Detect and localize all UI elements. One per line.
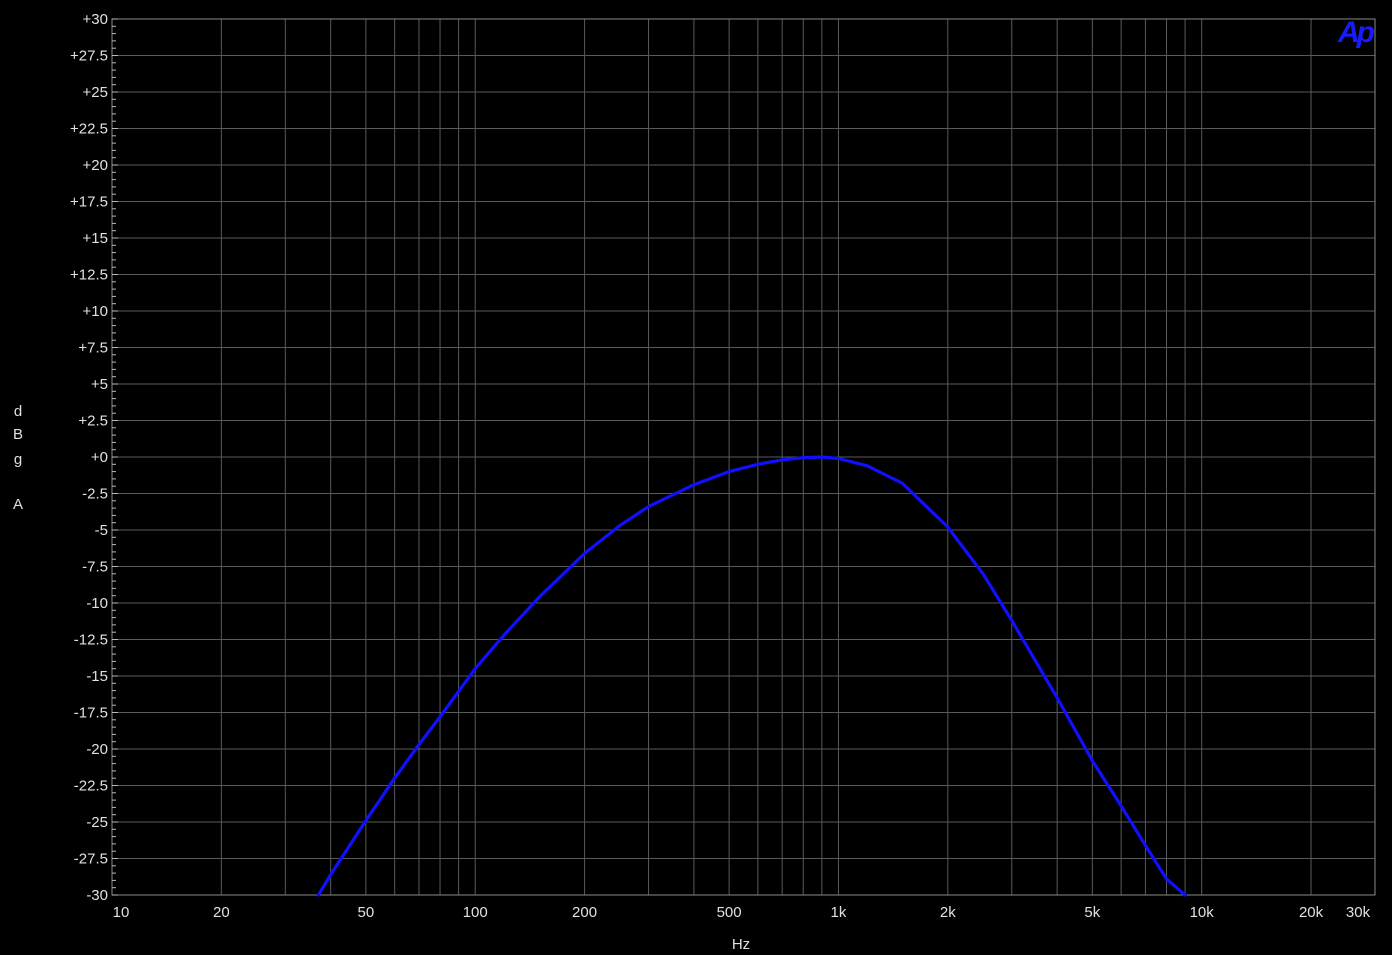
y-tick-label: -2.5 [82, 486, 108, 503]
y-axis-label-char: g [13, 451, 23, 468]
y-axis-label-char: d [13, 403, 23, 420]
x-tick-label: 50 [358, 904, 375, 921]
x-tick-label: 1k [831, 904, 847, 921]
y-tick-label: +10 [83, 303, 108, 320]
x-axis-label: Hz [732, 936, 750, 953]
y-tick-label: -7.5 [82, 559, 108, 576]
x-tick-label: 30k [1346, 904, 1371, 921]
y-tick-label: +27.5 [70, 48, 108, 65]
traces [316, 455, 1187, 897]
y-tick-label: +7.5 [78, 340, 108, 357]
y-tick-label: +17.5 [70, 194, 108, 211]
y-tick-label: +5 [91, 376, 108, 393]
y-axis-label-char: B [12, 426, 23, 443]
y-tick-label: -22.5 [74, 778, 108, 795]
y-tick-label: -30 [86, 887, 108, 904]
x-tick-label: 2k [940, 904, 956, 921]
y-tick-label: +25 [83, 84, 108, 101]
y-tick-labels: +30 +27.5 +25 +22.5 +20 +17.5 +15 +12.5 +10 +7.5 +… [70, 11, 108, 904]
x-tick-label: 20 [213, 904, 230, 921]
y-tick-label: +22.5 [70, 121, 108, 138]
x-tick-label: 5k [1084, 904, 1100, 921]
y-tick-label: -10 [86, 595, 108, 612]
y-axis-label-char: A [12, 496, 23, 513]
y-tick-label: -15 [86, 668, 108, 685]
x-tick-label: 200 [572, 904, 597, 921]
y-tick-label: -12.5 [74, 632, 108, 649]
y-tick-label: +30 [83, 11, 108, 28]
x-tick-label: 10k [1190, 904, 1215, 921]
y-tick-label: +15 [83, 230, 108, 247]
y-tick-label: +20 [83, 157, 108, 174]
y-tick-label: -25 [86, 814, 108, 831]
y-tick-label: -5 [95, 522, 108, 539]
y-tick-label: +12.5 [70, 267, 108, 284]
y-tick-label: +0 [91, 449, 108, 466]
y-tick-label: -27.5 [74, 851, 108, 868]
ap-logo: Ap [1338, 16, 1375, 49]
y-tick-label: -20 [86, 741, 108, 758]
x-tick-label: 500 [717, 904, 742, 921]
x-tick-label: 100 [463, 904, 488, 921]
x-tick-label: 20k [1299, 904, 1324, 921]
y-tick-label: +2.5 [78, 413, 108, 430]
x-tick-labels: 10 20 50 100 200 500 1k 2k 5k 10k 20k 30k [113, 904, 1371, 921]
minor-ticks [112, 18, 118, 896]
grid [111, 18, 1376, 896]
x-tick-label: 10 [113, 904, 130, 921]
response-trace [316, 455, 1187, 897]
y-tick-label: -17.5 [74, 705, 108, 722]
